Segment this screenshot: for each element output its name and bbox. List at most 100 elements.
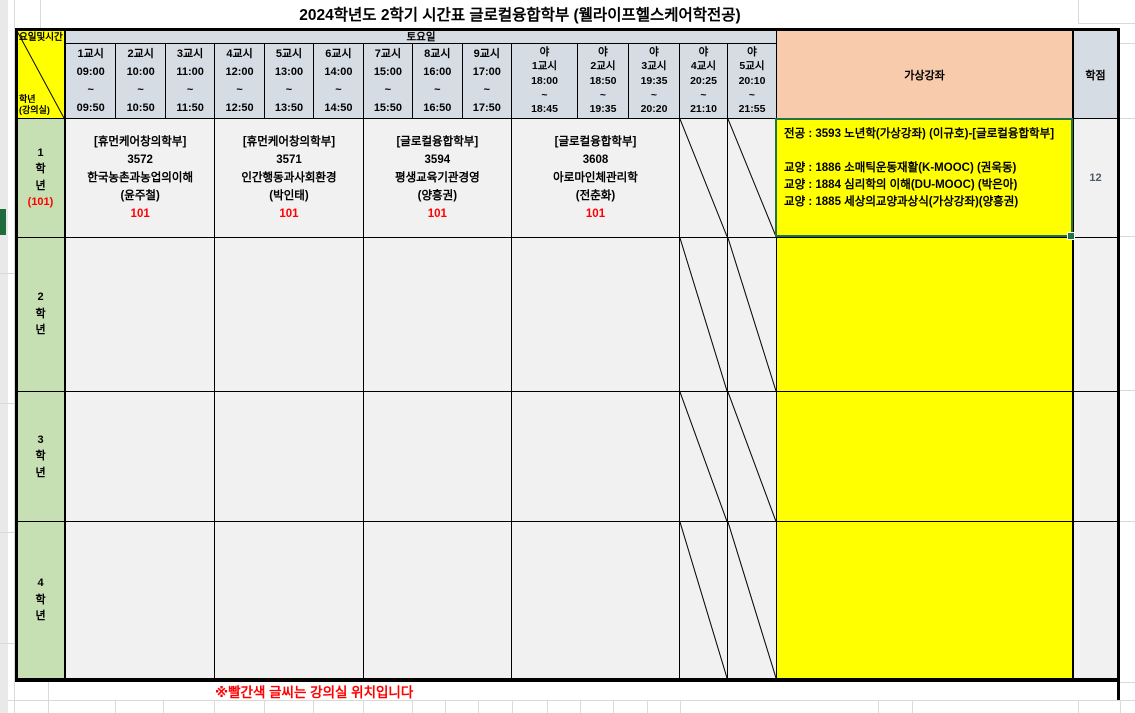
period-header-4[interactable]: 4교시 12:00 ~12:50	[214, 43, 264, 118]
period-label: 4교시	[690, 60, 717, 73]
course-cell[interactable]: [글로컬융합학부] 3608 아로마인체관리학 (전춘화) 101	[511, 118, 679, 237]
virtual-courses-cell[interactable]	[776, 521, 1072, 678]
period-label: 1교시	[77, 47, 104, 60]
period-end: 16:50	[423, 101, 452, 114]
course-dept: [휴먼케어창의학부]	[93, 135, 187, 148]
period-label: 3교시	[176, 47, 204, 60]
blocked-slot-cell[interactable]	[727, 390, 776, 521]
virtual-courses-cell[interactable]	[776, 236, 1072, 391]
virtual-courses-cell[interactable]: 전공 : 3593 노년학(가상강좌) (이규호)-[글로컬융합학부] 교양 :…	[776, 118, 1072, 237]
period-header-2[interactable]: 2교시 10:00 ~10:50	[115, 43, 165, 118]
course-cell-empty[interactable]	[66, 236, 215, 391]
grid-line	[547, 700, 548, 713]
night-period-header-3[interactable]: 야 3교시 19:35 ~20:20	[628, 43, 679, 118]
period-end: 13:50	[274, 101, 304, 114]
period-header-1[interactable]: 1교시 09:00 ~09:50	[66, 43, 116, 118]
night-period-header-2[interactable]: 야 2교시 18:50 ~19:35	[577, 43, 628, 118]
period-separator: ~	[137, 83, 144, 96]
saturday-header-cell[interactable]: 토요일	[66, 31, 776, 44]
grade-cell-3[interactable]: 3 학 년	[17, 390, 66, 521]
course-cell-empty[interactable]	[511, 390, 679, 521]
grid-line	[1078, 23, 1135, 24]
period-end: 14:50	[324, 101, 353, 114]
period-header-8[interactable]: 8교시 16:00 ~16:50	[412, 43, 462, 118]
credits-value: 12	[1089, 171, 1102, 184]
night-period-header-1[interactable]: 야 1교시 18:00 ~18:45	[511, 43, 577, 118]
grid-line	[0, 532, 15, 533]
period-header-3[interactable]: 3교시 11:00 ~11:50	[164, 43, 215, 118]
period-header-6[interactable]: 6교시 14:00 ~14:50	[313, 43, 363, 118]
night-prefix: 야	[698, 45, 709, 58]
course-cell-empty[interactable]	[511, 236, 679, 391]
period-end: 12:50	[225, 101, 254, 114]
period-end: 20:20	[640, 103, 668, 116]
course-cell-empty[interactable]	[214, 521, 363, 678]
course-cell-empty[interactable]	[362, 521, 511, 678]
credits-cell[interactable]: 12	[1072, 118, 1117, 237]
course-cell-empty[interactable]	[362, 236, 511, 391]
course-cell-empty[interactable]	[66, 390, 215, 521]
blocked-slot-cell[interactable]	[727, 236, 776, 391]
grid-line	[363, 700, 364, 713]
grade-cell-4[interactable]: 4 학 년	[17, 521, 66, 678]
virtual-courses-cell[interactable]	[776, 390, 1072, 521]
diagonal-line	[680, 119, 727, 237]
course-professor: (양흥권)	[417, 189, 458, 202]
credits-header-label: 학점	[1085, 69, 1106, 82]
blocked-slot-cell[interactable]	[679, 521, 727, 678]
course-name: 평생교육기관경영	[395, 171, 480, 184]
blocked-slot-cell[interactable]	[679, 390, 727, 521]
period-end: 19:35	[589, 103, 617, 116]
corner-header-cell[interactable]: 요일및시간 학년 (강의실)	[17, 31, 66, 118]
period-label: 1교시	[531, 60, 558, 73]
period-separator: ~	[650, 88, 658, 101]
diagonal-line	[17, 31, 64, 118]
period-start: 17:00	[472, 65, 501, 78]
grid-line	[115, 700, 116, 713]
night-prefix: 야	[649, 45, 659, 58]
table-border-left	[15, 28, 18, 682]
course-cell-empty[interactable]	[214, 236, 363, 391]
night-period-header-4[interactable]: 야 4교시 20:25 ~21:10	[679, 43, 727, 118]
night-period-header-5[interactable]: 야 5교시 20:10 ~21:55	[727, 43, 776, 118]
period-separator: ~	[434, 83, 441, 96]
credits-cell[interactable]	[1072, 236, 1117, 391]
period-separator: ~	[285, 83, 293, 96]
period-label: 4교시	[226, 47, 253, 60]
credits-cell[interactable]	[1072, 390, 1117, 521]
period-header-7[interactable]: 7교시 15:00 ~15:50	[362, 43, 413, 118]
period-start: 11:00	[176, 65, 204, 78]
grid-line	[40, 0, 41, 28]
period-end: 21:55	[738, 103, 766, 116]
blocked-slot-cell[interactable]	[679, 236, 727, 391]
course-cell-empty[interactable]	[214, 390, 363, 521]
period-separator: ~	[236, 83, 243, 96]
credits-header-cell[interactable]: 학점	[1072, 31, 1117, 118]
period-separator: ~	[700, 88, 707, 101]
blocked-slot-cell[interactable]	[679, 118, 727, 237]
blocked-slot-cell[interactable]	[727, 118, 776, 237]
grade-cell-2[interactable]: 2 학 년	[17, 236, 66, 391]
course-cell[interactable]: [휴먼케어창의학부] 3571 인간행동과사회환경 (박인태) 101	[214, 118, 363, 237]
course-cell[interactable]: [휴먼케어창의학부] 3572 한국농촌과농업의이해 (윤주철) 101	[66, 118, 215, 237]
grid-line	[478, 700, 479, 713]
blocked-slot-cell[interactable]	[727, 521, 776, 678]
grade-cell-1[interactable]: 1 학 년 (101)	[17, 118, 66, 237]
course-cell-empty[interactable]	[511, 521, 679, 678]
virtual-lecture-header-cell[interactable]: 가상강좌	[776, 31, 1072, 118]
period-end: 17:50	[472, 101, 501, 114]
night-prefix: 야	[598, 45, 608, 58]
course-room: 101	[427, 207, 447, 220]
period-header-5[interactable]: 5교시 13:00 ~13:50	[263, 43, 314, 118]
period-header-9[interactable]: 9교시 17:00 ~17:50	[461, 43, 511, 118]
grid-line	[0, 273, 15, 274]
course-cell[interactable]: [글로컬융합학부] 3594 평생교육기관경영 (양흥권) 101	[362, 118, 511, 237]
night-prefix: 야	[539, 45, 550, 58]
course-cell-empty[interactable]	[66, 521, 215, 678]
course-cell-empty[interactable]	[362, 390, 511, 521]
table-border-bottom	[15, 678, 1120, 682]
corner-grade-room-label: 학년 (강의실)	[19, 94, 50, 115]
diagonal-line	[680, 522, 727, 678]
credits-cell[interactable]	[1072, 521, 1117, 678]
